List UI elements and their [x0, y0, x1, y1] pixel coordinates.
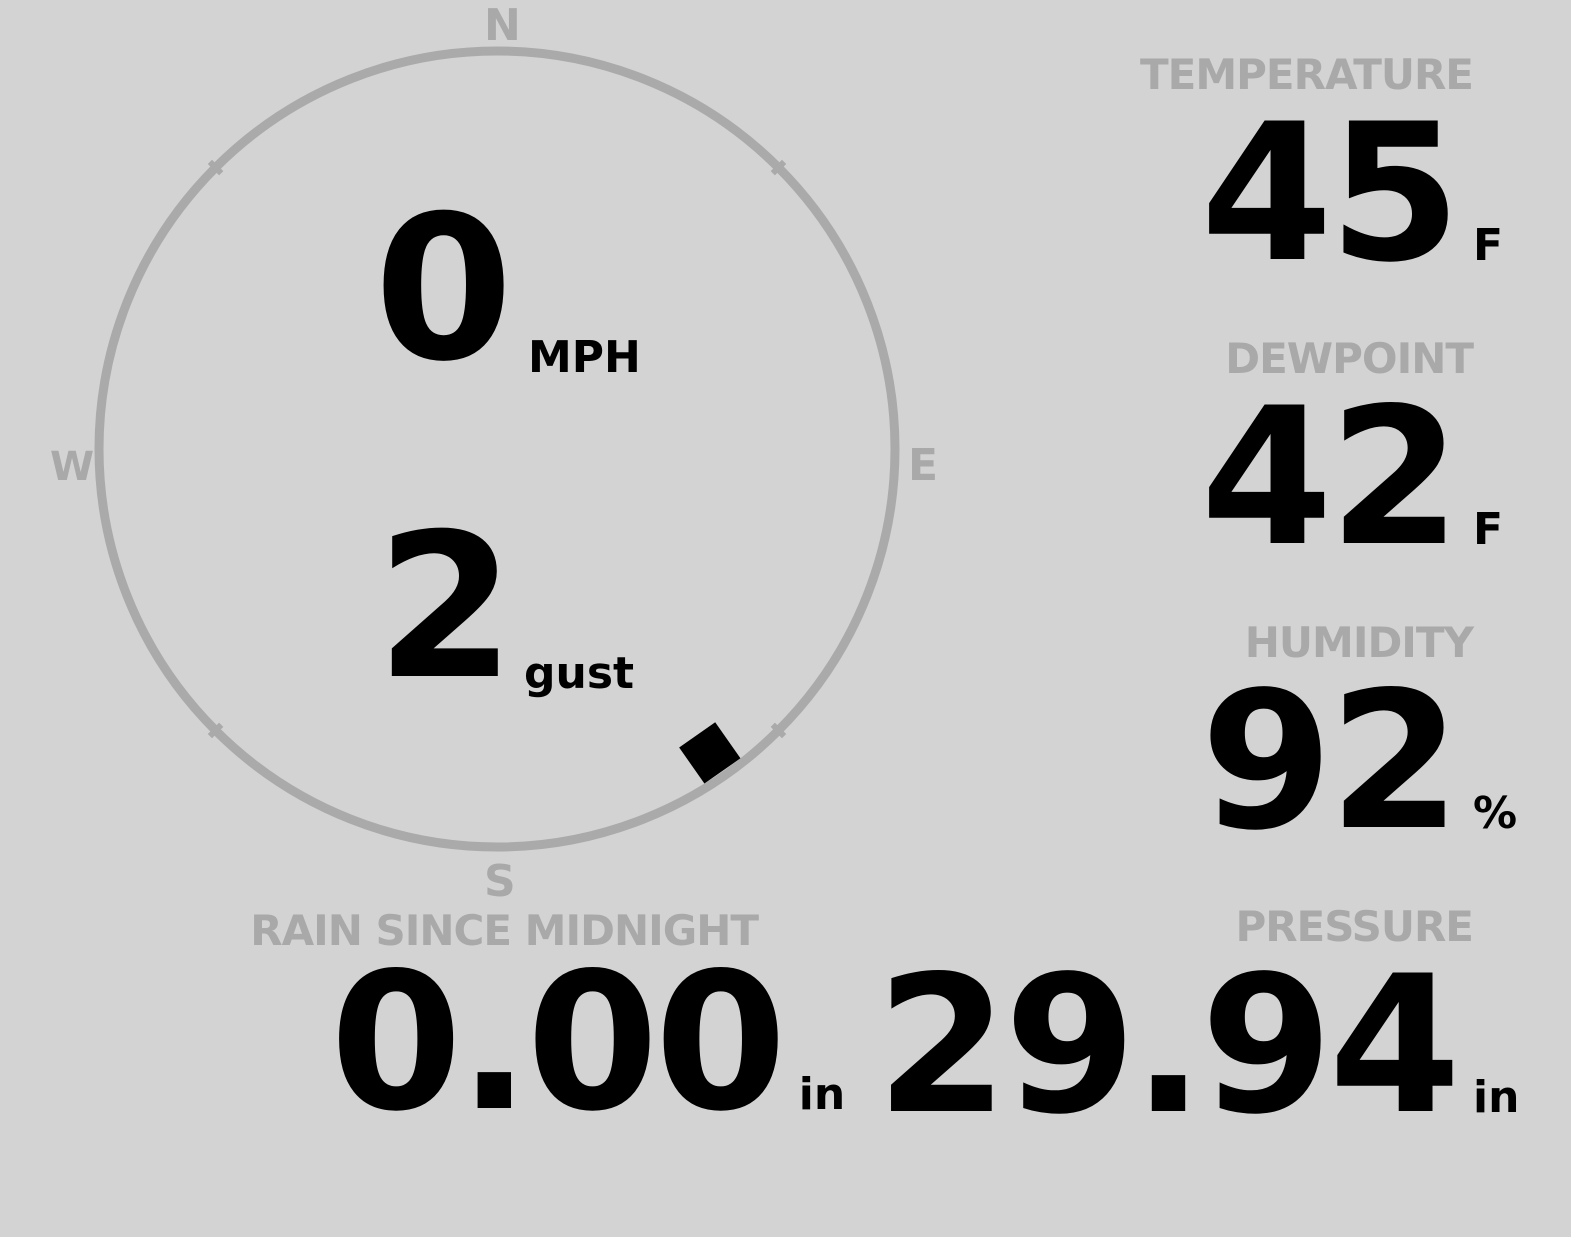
dewpoint-value: 42	[1200, 367, 1461, 588]
dewpoint-label: DEWPOINT	[1225, 334, 1474, 383]
wind-speed-unit: MPH	[528, 332, 641, 383]
compass-ring	[94, 46, 900, 852]
humidity-value: 92	[1200, 651, 1461, 872]
wind-direction-marker	[679, 722, 741, 784]
pressure-label: PRESSURE	[1235, 902, 1474, 951]
wind-gust-value: 2	[376, 491, 515, 724]
compass-tick	[770, 159, 787, 176]
compass-tick	[770, 722, 787, 739]
compass-south-label: S	[484, 856, 516, 907]
wind-gust-unit: gust	[524, 648, 635, 699]
humidity-label: HUMIDITY	[1244, 618, 1474, 667]
pressure-value: 29.94	[876, 935, 1461, 1156]
temperature-panel: TEMPERATURE 45 F	[1140, 50, 1504, 304]
wind-speed-value: 0	[374, 173, 513, 406]
rain-label: RAIN SINCE MIDNIGHT	[250, 906, 759, 955]
compass-east-label: E	[908, 440, 938, 491]
compass-tick	[207, 159, 224, 176]
compass-tick	[207, 722, 224, 739]
rain-panel: RAIN SINCE MIDNIGHT	[250, 906, 759, 955]
rain-value: 0.00	[330, 932, 787, 1153]
dewpoint-panel: DEWPOINT 42 F	[1200, 334, 1504, 588]
humidity-panel: HUMIDITY 92%	[1200, 618, 1518, 872]
temperature-value: 45	[1200, 83, 1461, 304]
compass-north-label: N	[484, 0, 521, 51]
temperature-label: TEMPERATURE	[1140, 50, 1474, 99]
rain-value-row: 0.00 in	[330, 932, 846, 1153]
compass-west-label: W	[50, 444, 94, 490]
pressure-panel: PRESSURE 29.94 in	[876, 902, 1520, 1156]
